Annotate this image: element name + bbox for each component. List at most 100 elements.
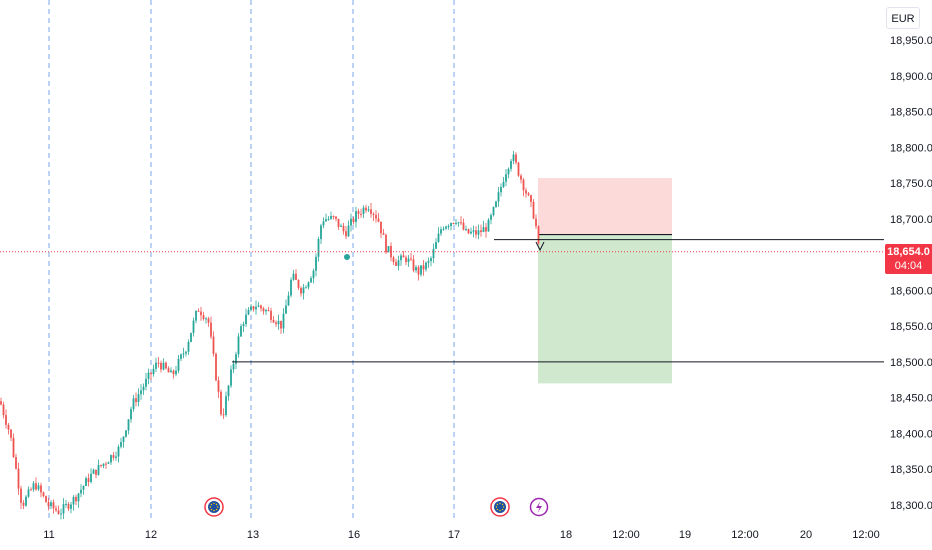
candle (175, 365, 177, 377)
candle-body (287, 295, 290, 306)
candle (80, 484, 82, 498)
candle-body (515, 154, 517, 163)
time-tick-label: 12:00 (731, 529, 759, 541)
candle-body (52, 502, 55, 509)
candle (400, 253, 402, 266)
candle-body (477, 230, 480, 235)
candle (152, 364, 155, 377)
candle (172, 369, 175, 379)
candle-body (85, 478, 87, 486)
candle-body (455, 222, 457, 224)
candle (312, 268, 315, 284)
candle-body (337, 218, 340, 227)
candle (202, 311, 205, 321)
candle-body (35, 483, 37, 490)
candle-body (222, 414, 225, 416)
candle-body (332, 216, 335, 218)
candle (402, 250, 405, 258)
eu-star (499, 509, 501, 512)
candle (300, 286, 302, 297)
candle (347, 220, 350, 237)
candle (267, 306, 270, 312)
candle-body (37, 485, 40, 490)
eu-star (209, 506, 212, 508)
currency-button[interactable]: EUR (886, 7, 920, 29)
candle (20, 485, 22, 509)
time-tick-label: 12 (145, 529, 157, 541)
candle-body (500, 186, 502, 193)
candle-body (510, 160, 512, 169)
candle (462, 218, 465, 231)
candle-body (325, 219, 327, 222)
candle (362, 205, 365, 219)
candle (187, 339, 190, 356)
candle (340, 223, 342, 228)
candle-body (482, 227, 485, 233)
candle-body (495, 201, 497, 208)
candle (75, 494, 77, 506)
candle-body (375, 214, 377, 219)
candle (200, 306, 202, 321)
candle (522, 178, 525, 197)
take-profit-zone (538, 234, 672, 384)
price-tick-label: 18,600.0 (890, 285, 932, 297)
candle (465, 225, 467, 232)
candle (537, 225, 540, 245)
candle (290, 277, 292, 298)
candle-body (290, 279, 292, 296)
candle-body (300, 287, 302, 294)
time-tick-label: 13 (247, 529, 259, 541)
candle-body (100, 464, 102, 466)
candle (122, 436, 125, 448)
candle (87, 473, 90, 487)
horizontal-lines (0, 239, 884, 363)
candle (422, 259, 425, 276)
candle-body (147, 372, 150, 379)
candle (412, 255, 415, 273)
candle (225, 391, 227, 417)
candle (35, 477, 37, 491)
candle-body (167, 368, 170, 373)
candle (62, 498, 65, 520)
candle (507, 167, 510, 179)
candle (185, 350, 187, 357)
candle-body (385, 234, 387, 253)
lightning-bolt (536, 501, 542, 513)
eu-star (210, 508, 213, 511)
candle-body (0, 401, 2, 405)
candle-body (247, 309, 250, 315)
candle (67, 501, 70, 512)
candle-body (317, 239, 320, 257)
candle-body (272, 319, 275, 323)
candle (250, 304, 252, 312)
candle (370, 203, 372, 218)
candle (252, 305, 255, 312)
candle-body (430, 258, 432, 262)
candle (60, 508, 62, 520)
candle (410, 252, 412, 261)
candle-body (402, 255, 405, 258)
candle (530, 194, 532, 208)
candle-body (360, 213, 362, 215)
candle (432, 243, 435, 263)
eu-star (496, 508, 499, 511)
candle-body (480, 230, 482, 233)
candle (192, 317, 195, 337)
dividend-dot (344, 254, 350, 260)
candle (145, 372, 147, 391)
candle (270, 307, 272, 323)
candle-body (245, 314, 247, 325)
candle (490, 213, 492, 225)
candle-body (330, 216, 332, 219)
candle (322, 217, 325, 229)
candle-body (537, 226, 540, 244)
candle (385, 233, 387, 255)
candle-body (377, 218, 380, 222)
candle-body (525, 190, 527, 194)
candle (70, 501, 72, 514)
candle-body (250, 306, 252, 310)
candle (162, 358, 165, 371)
candle-body (20, 488, 22, 503)
candle (72, 495, 75, 511)
